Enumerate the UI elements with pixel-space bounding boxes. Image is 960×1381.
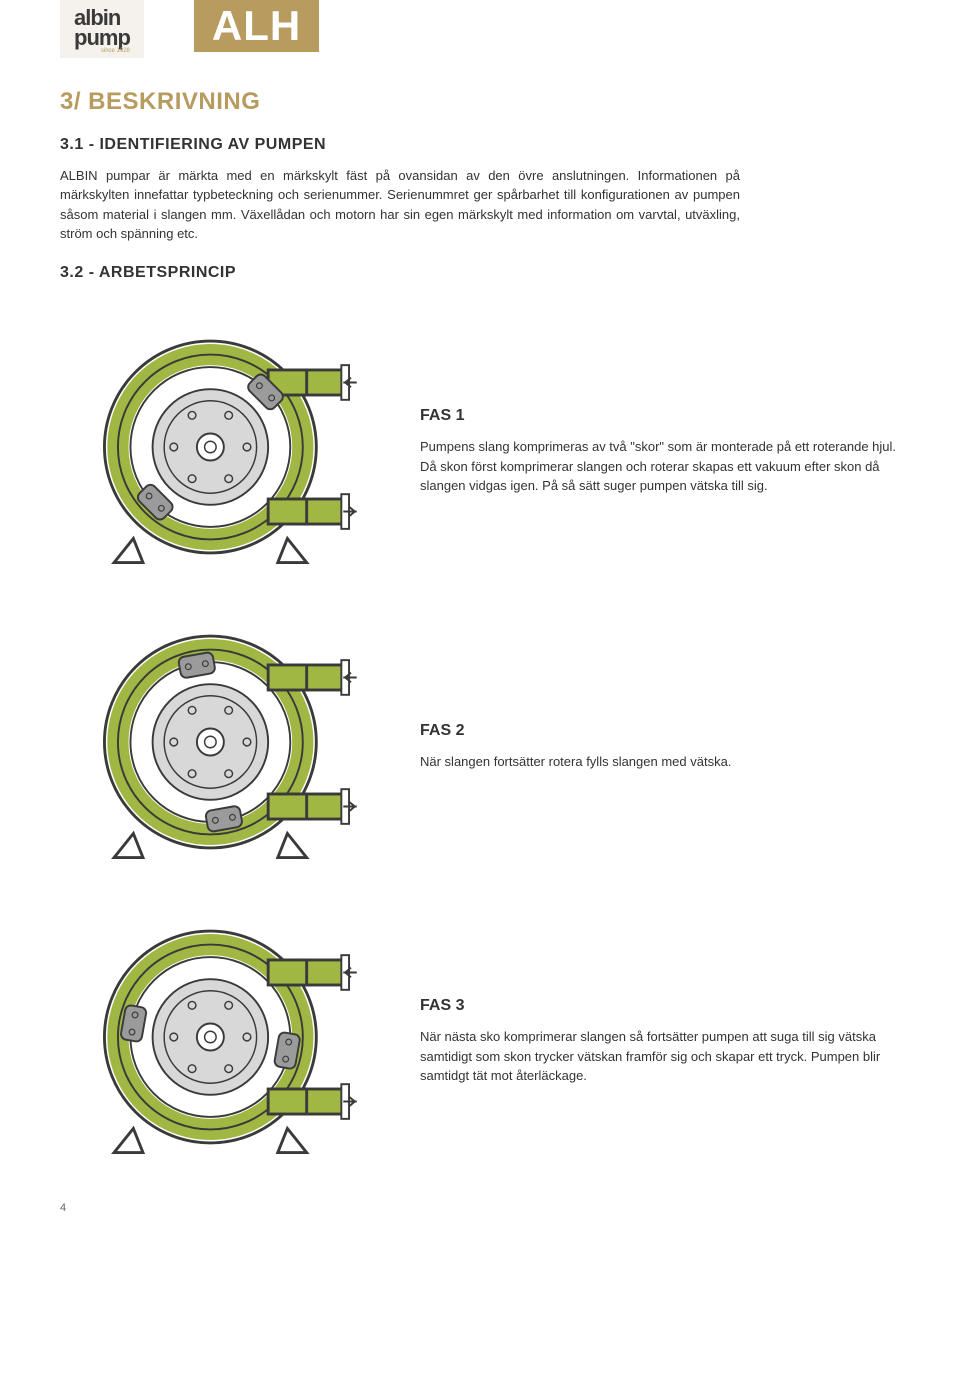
phase-row-2: FAS 2 När slangen fortsätter rotera fyll…	[60, 612, 900, 872]
subsection-3-1: 3.1 - IDENTIFIERING AV PUMPEN	[60, 136, 900, 154]
logo-albin-pump: albin pump since 1928	[60, 0, 144, 58]
pump-diagram-svg	[60, 317, 380, 577]
pump-diagram-3	[60, 907, 380, 1167]
phase-text-3: FAS 3 När nästa sko komprimerar slangen …	[420, 987, 900, 1086]
section-title: 3/ BESKRIVNING	[60, 88, 900, 116]
pump-diagram-svg	[60, 907, 380, 1167]
phase-title-3: FAS 3	[420, 997, 900, 1015]
phase-title-1: FAS 1	[420, 407, 900, 425]
page-number: 4	[60, 1202, 900, 1214]
phase-title-2: FAS 2	[420, 722, 900, 740]
model-badge: ALH	[194, 0, 319, 52]
subsection-3-2: 3.2 - ARBETSPRINCIP	[60, 264, 900, 282]
page-header: albin pump since 1928 ALH	[60, 0, 900, 58]
pump-diagram-svg	[60, 612, 380, 872]
phase-desc-1: Pumpens slang komprimeras av två "skor" …	[420, 437, 900, 496]
phase-text-2: FAS 2 När slangen fortsätter rotera fyll…	[420, 712, 900, 772]
pump-diagram-2	[60, 612, 380, 872]
phase-row-1: FAS 1 Pumpens slang komprimeras av två "…	[60, 317, 900, 577]
pump-diagram-1	[60, 317, 380, 577]
phase-desc-2: När slangen fortsätter rotera fylls slan…	[420, 752, 900, 772]
phase-row-3: FAS 3 När nästa sko komprimerar slangen …	[60, 907, 900, 1167]
phase-text-1: FAS 1 Pumpens slang komprimeras av två "…	[420, 397, 900, 496]
para-3-1: ALBIN pumpar är märkta med en märkskylt …	[60, 166, 740, 244]
phase-desc-3: När nästa sko komprimerar slangen så for…	[420, 1027, 900, 1086]
